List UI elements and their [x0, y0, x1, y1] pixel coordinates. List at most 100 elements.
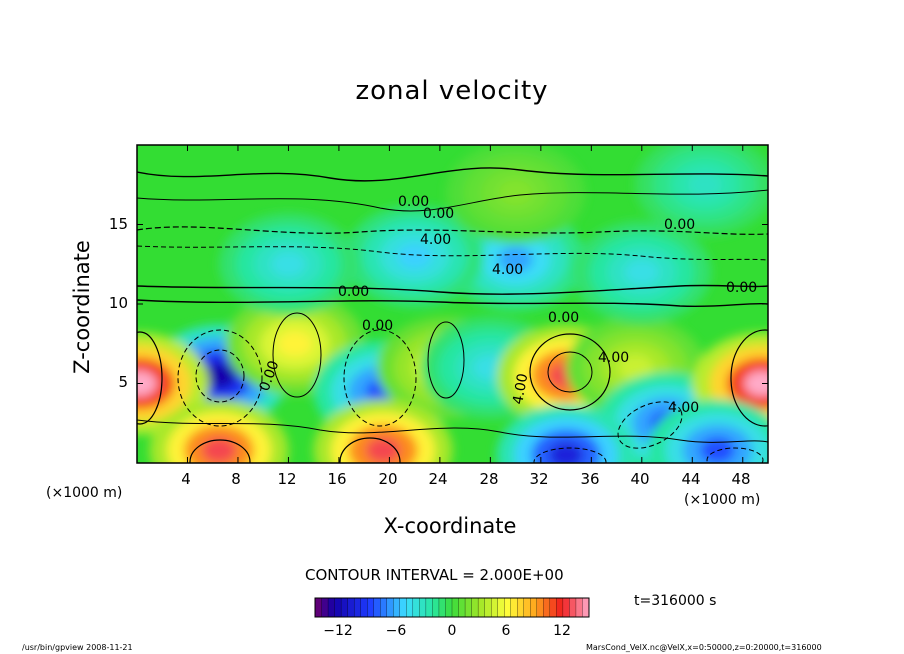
heatmap-feature: [498, 246, 533, 273]
colorbar-bin: [425, 597, 433, 618]
contour-label: 4.00: [492, 262, 523, 278]
colorbar-bin: [530, 597, 538, 618]
colorbar-bin: [536, 597, 544, 618]
colorbar-bin: [438, 597, 446, 618]
contour-label: 4.00: [510, 372, 531, 405]
colorbar-tick-label: −12: [323, 623, 353, 639]
colorbar-bin: [575, 597, 583, 618]
heatmap-feature: [498, 179, 533, 206]
colorbar-bin: [458, 597, 466, 618]
colorbar-bin: [510, 597, 518, 618]
x-axis-unit: (×1000 m): [684, 492, 761, 508]
heatmap-feature: [277, 331, 313, 357]
colorbar-tick-label: 12: [553, 623, 571, 639]
colorbar-bin: [360, 597, 368, 618]
y-axis-unit: (×1000 m): [46, 485, 123, 501]
x-tick-label: 32: [529, 470, 549, 488]
x-tick-label: 8: [231, 470, 241, 488]
x-tick-label: 20: [378, 470, 398, 488]
colorbar-bin: [569, 597, 577, 618]
chart-title: zonal velocity: [355, 76, 549, 106]
velocity-heatmap: [137, 145, 768, 463]
colorbar-bin: [347, 597, 355, 618]
colorbar-bin: [353, 597, 362, 618]
x-tick-label: 16: [327, 470, 347, 488]
colorbar-bin: [367, 597, 375, 618]
time-label: t=316000 s: [634, 593, 717, 609]
colorbar-bin: [445, 597, 453, 618]
footer-program-info: /usr/bin/gpview 2008-11-21: [22, 643, 133, 652]
heatmap-feature: [201, 437, 237, 463]
y-tick-label: 5: [118, 373, 128, 391]
colorbar-tick-label: 6: [501, 623, 511, 639]
heatmap-feature: [624, 259, 660, 285]
heatmap-feature: [271, 251, 306, 277]
y-tick-label: 10: [108, 294, 128, 312]
contour-label: 0.00: [362, 318, 393, 334]
heatmap-feature: [397, 243, 432, 270]
contour-label: 0.00: [664, 217, 695, 233]
colorbar-bin: [523, 597, 531, 618]
contour-interval-text: CONTOUR INTERVAL = 2.000E+00: [305, 566, 564, 584]
footer-data-info: MarsCond_VelX.nc@VelX,x=0:50000,z=0:2000…: [586, 643, 822, 652]
colorbar-bin: [432, 597, 440, 618]
heatmap-feature: [137, 370, 157, 397]
colorbar-bin: [497, 597, 505, 618]
colorbar-bin: [543, 597, 551, 618]
colorbar-bin: [484, 597, 492, 618]
contour-label-group: 0.00 0.00 4.00 4.00 0.00 0.00 0.00 4.00 4.00 0.00…: [257, 194, 757, 416]
colorbar-bin: [406, 597, 414, 618]
x-tick-label: 36: [580, 470, 600, 488]
x-tick-label: 44: [681, 470, 701, 488]
x-tick-label: 28: [479, 470, 499, 488]
colorbar-bin: [380, 597, 388, 618]
x-tick-label: 12: [277, 470, 297, 488]
colorbar-tick-label: 0: [447, 623, 457, 639]
heatmap-feature: [618, 354, 653, 381]
colorbar-bin: [477, 597, 486, 618]
contour-lines: [137, 167, 768, 463]
colorbar-tick-label: −6: [385, 623, 407, 639]
heatmap-feature: [365, 437, 401, 463]
x-tick-label: 24: [428, 470, 448, 488]
colorbar-bin: [412, 597, 420, 618]
contour-label: 0.00: [398, 194, 429, 210]
x-tick-label: 40: [630, 470, 650, 488]
colorbar-bin: [327, 597, 336, 618]
colorbar-bin: [386, 597, 394, 618]
heatmap-feature: [201, 362, 237, 389]
heatmap-feature: [548, 442, 584, 463]
colorbar-bin: [419, 597, 427, 618]
colorbar-bin: [490, 597, 499, 618]
x-axis-label: X-coordinate: [383, 514, 517, 538]
colorbar-bin: [321, 597, 329, 618]
colorbar-bin: [399, 597, 407, 618]
x-tick-label: 48: [731, 470, 751, 488]
contour-label: 4.00: [598, 350, 629, 366]
colorbar-bin: [582, 597, 590, 618]
colorbar-bin: [314, 597, 322, 618]
colorbar-bin: [562, 597, 570, 618]
colorbar-bin: [451, 597, 459, 618]
colorbar-bin: [393, 597, 401, 618]
contour-label: 0.00: [548, 310, 579, 326]
heatmap-feature: [744, 370, 768, 397]
heatmap-feature: [687, 172, 723, 198]
colorbar-bin: [556, 597, 564, 618]
contour-label: 4.00: [668, 400, 699, 416]
contour-label: 0.00: [338, 284, 369, 300]
colorbar-bin: [340, 597, 349, 618]
colorbar-bin: [471, 597, 479, 618]
colorbar-bin: [334, 597, 342, 618]
colorbar-bin: [464, 597, 473, 618]
colorbar-bin: [504, 597, 512, 618]
y-axis-label: Z-coordinate: [70, 240, 94, 374]
colorbar-frame: [314, 597, 590, 618]
axis-ticks: [137, 145, 768, 463]
y-tick-label: 15: [108, 215, 128, 233]
colorbar-bin: [517, 597, 525, 618]
colorbar-bin: [373, 597, 381, 618]
contour-label: 0.00: [726, 280, 757, 296]
colorbar: [314, 597, 590, 618]
